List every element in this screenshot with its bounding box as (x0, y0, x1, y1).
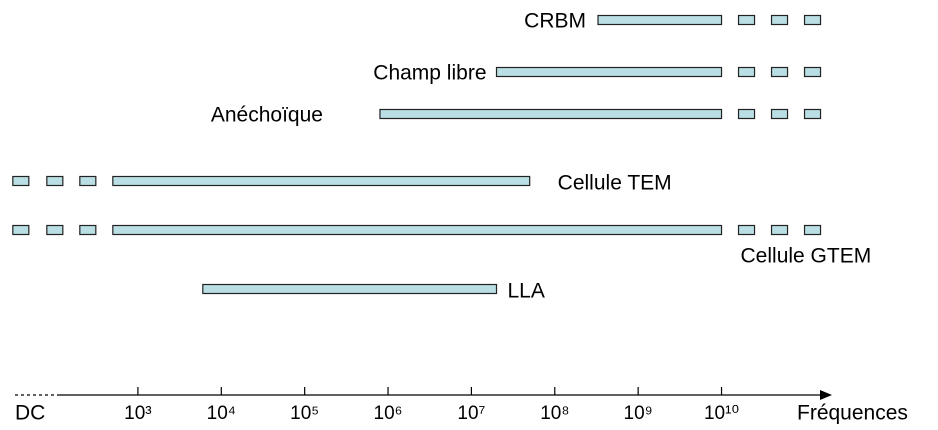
extension-dash (803, 14, 822, 26)
extension-dash (12, 175, 30, 187)
extension-dash (737, 14, 756, 26)
range-bar (112, 224, 723, 236)
range-bar (597, 14, 723, 26)
range-bar (379, 108, 723, 120)
range-label: CRBM (524, 10, 586, 33)
extension-dash (770, 224, 789, 236)
x-tick-label: 10¹⁰ (704, 403, 739, 424)
x-tick-label: 10⁷ (457, 403, 485, 424)
x-tick-label: 10⁴ (207, 403, 236, 424)
x-tick-label: 10⁵ (290, 403, 319, 424)
range-bar (495, 66, 723, 78)
x-tick-label: 10³ (124, 403, 151, 424)
extension-dash (46, 175, 64, 187)
extension-dash (737, 66, 756, 78)
range-label: Cellule TEM (558, 172, 672, 195)
extension-dash (803, 66, 822, 78)
axis-arrow (820, 390, 832, 400)
x-tick-label: 10⁸ (540, 403, 569, 424)
range-label: LLA (508, 280, 545, 303)
range-label: Cellule GTEM (741, 245, 872, 268)
extension-dash (803, 224, 822, 236)
extension-dash (79, 224, 97, 236)
extension-dash (770, 108, 789, 120)
extension-dash (737, 224, 756, 236)
extension-dash (12, 224, 30, 236)
origin-label: DC (15, 402, 45, 425)
extension-dash (770, 66, 789, 78)
extension-dash (803, 108, 822, 120)
range-bar (112, 175, 531, 187)
x-tick-label: 10⁹ (624, 403, 653, 424)
range-label: Champ libre (373, 62, 486, 85)
range-label: Anéchoïque (211, 104, 323, 127)
extension-dash (46, 224, 64, 236)
extension-dash (737, 108, 756, 120)
extension-dash (770, 14, 789, 26)
x-axis-label: Fréquences (797, 402, 908, 425)
range-bar (202, 283, 498, 295)
x-tick-label: 10⁶ (374, 403, 403, 424)
extension-dash (79, 175, 97, 187)
